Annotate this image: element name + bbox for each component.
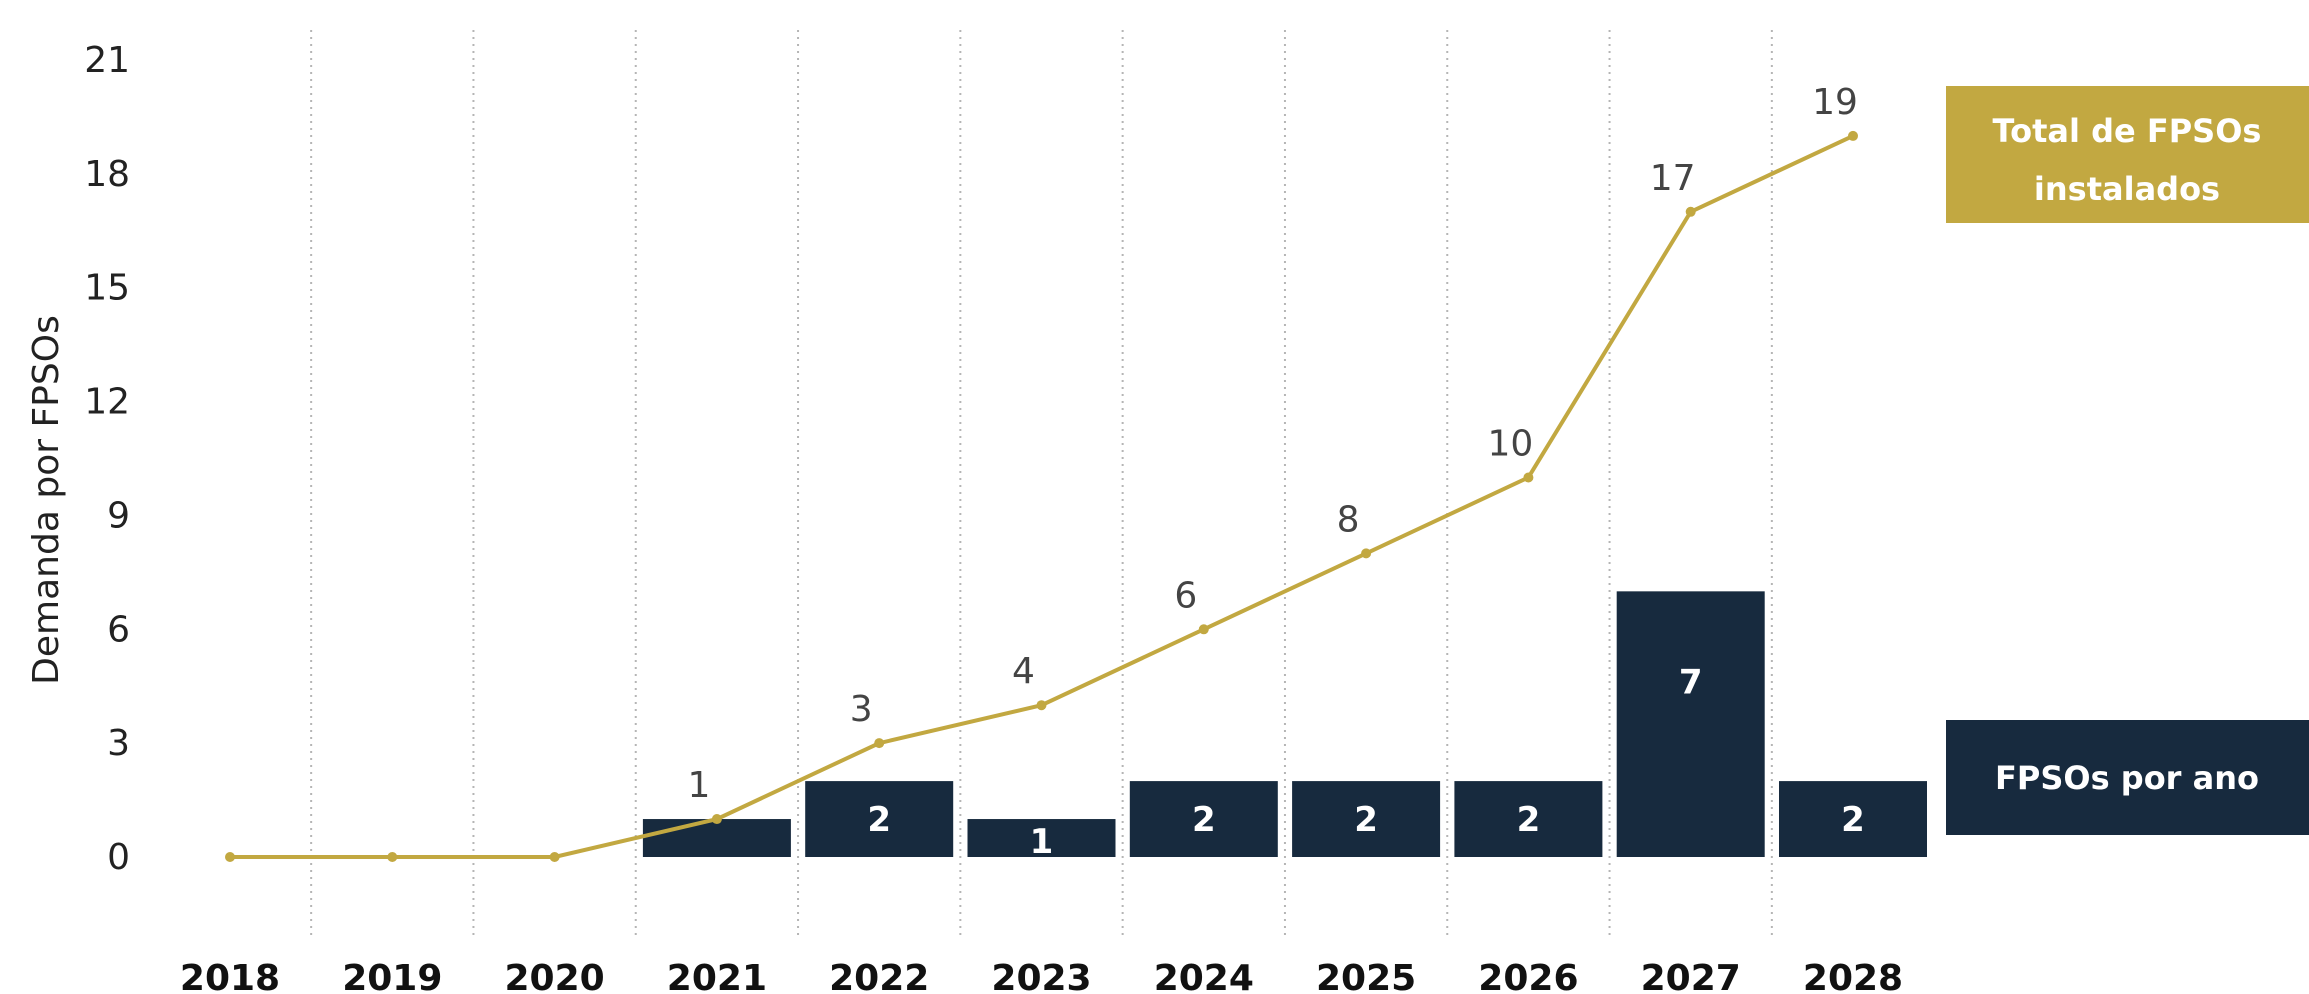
bar bbox=[805, 781, 954, 857]
legend-line-swatch bbox=[1946, 86, 2309, 223]
bar bbox=[1779, 781, 1927, 857]
x-tick-label: 2018 bbox=[180, 958, 280, 994]
y-axis-label: Demanda por FPSOs bbox=[26, 315, 67, 685]
line-data-label: 4 bbox=[1012, 651, 1035, 692]
bar-data-label: 2 bbox=[1354, 800, 1378, 840]
bar bbox=[1454, 781, 1603, 857]
bar bbox=[1292, 781, 1441, 857]
bar bbox=[1129, 781, 1278, 857]
line-point bbox=[1685, 206, 1696, 217]
x-tick-label: 2023 bbox=[991, 958, 1091, 994]
line-path bbox=[230, 134, 1854, 859]
bar-series-fpsos-por-ano: 2 1 2 2 2 7 2 bbox=[642, 591, 1927, 862]
line-data-label: 3 bbox=[850, 689, 873, 730]
line-point bbox=[1361, 548, 1372, 559]
line-data-label: 19 bbox=[1812, 82, 1858, 123]
line-data-label: 8 bbox=[1337, 499, 1360, 540]
line-point bbox=[225, 852, 235, 862]
bar-data-label: 2 bbox=[1192, 800, 1216, 840]
y-tick-label: 3 bbox=[107, 723, 130, 764]
bar-data-label: 1 bbox=[1030, 822, 1054, 862]
bar bbox=[642, 819, 791, 857]
bar-data-label: 7 bbox=[1679, 662, 1703, 702]
bar-data-label: 2 bbox=[1841, 800, 1865, 840]
y-tick-label: 6 bbox=[107, 609, 130, 650]
line-point bbox=[387, 852, 398, 862]
line-point bbox=[549, 852, 560, 862]
y-tick-label: 21 bbox=[84, 40, 130, 81]
legend-line-label-1: Total de FPSOs bbox=[1993, 112, 2262, 150]
line-data-label: 1 bbox=[687, 765, 710, 806]
x-tick-label: 2020 bbox=[504, 958, 604, 994]
x-axis: 2018 2019 2020 2021 2022 2023 2024 2025 2026 2027… bbox=[180, 958, 1903, 994]
legend: Total de FPSOs instalados FPSOs por ano bbox=[1946, 86, 2309, 835]
line-data-label: 10 bbox=[1487, 423, 1533, 464]
x-tick-label: 2019 bbox=[342, 958, 442, 994]
x-tick-label: 2028 bbox=[1803, 958, 1903, 994]
line-point bbox=[711, 814, 722, 825]
x-tick-label: 2022 bbox=[829, 958, 929, 994]
y-tick-label: 15 bbox=[84, 268, 130, 309]
bar-data-label: 2 bbox=[1517, 800, 1541, 840]
line-data-label: 6 bbox=[1174, 575, 1197, 616]
x-tick-label: 2027 bbox=[1641, 958, 1741, 994]
legend-bar-label: FPSOs por ano bbox=[1995, 759, 2259, 797]
line-data-label: 17 bbox=[1650, 158, 1696, 199]
bar bbox=[1616, 591, 1765, 857]
y-tick-label: 0 bbox=[107, 837, 130, 878]
legend-line-label-2: instalados bbox=[2034, 170, 2220, 208]
y-tick-label: 12 bbox=[84, 382, 130, 423]
x-tick-label: 2026 bbox=[1478, 958, 1578, 994]
legend-bar-swatch bbox=[1946, 720, 2309, 835]
bar-data-label: 2 bbox=[867, 800, 891, 840]
x-tick-label: 2021 bbox=[667, 958, 767, 994]
line-point bbox=[1848, 130, 1858, 141]
y-tick-label: 9 bbox=[107, 495, 130, 536]
line-point bbox=[1198, 624, 1209, 635]
y-tick-label: 18 bbox=[84, 154, 130, 195]
line-point bbox=[874, 738, 885, 749]
line-point bbox=[1523, 472, 1534, 483]
bar bbox=[967, 819, 1116, 857]
x-tick-label: 2025 bbox=[1316, 958, 1416, 994]
line-point bbox=[1036, 700, 1047, 711]
y-axis: Demanda por FPSOs 0 3 6 9 12 15 18 21 bbox=[26, 40, 130, 878]
x-tick-label: 2024 bbox=[1154, 958, 1254, 994]
